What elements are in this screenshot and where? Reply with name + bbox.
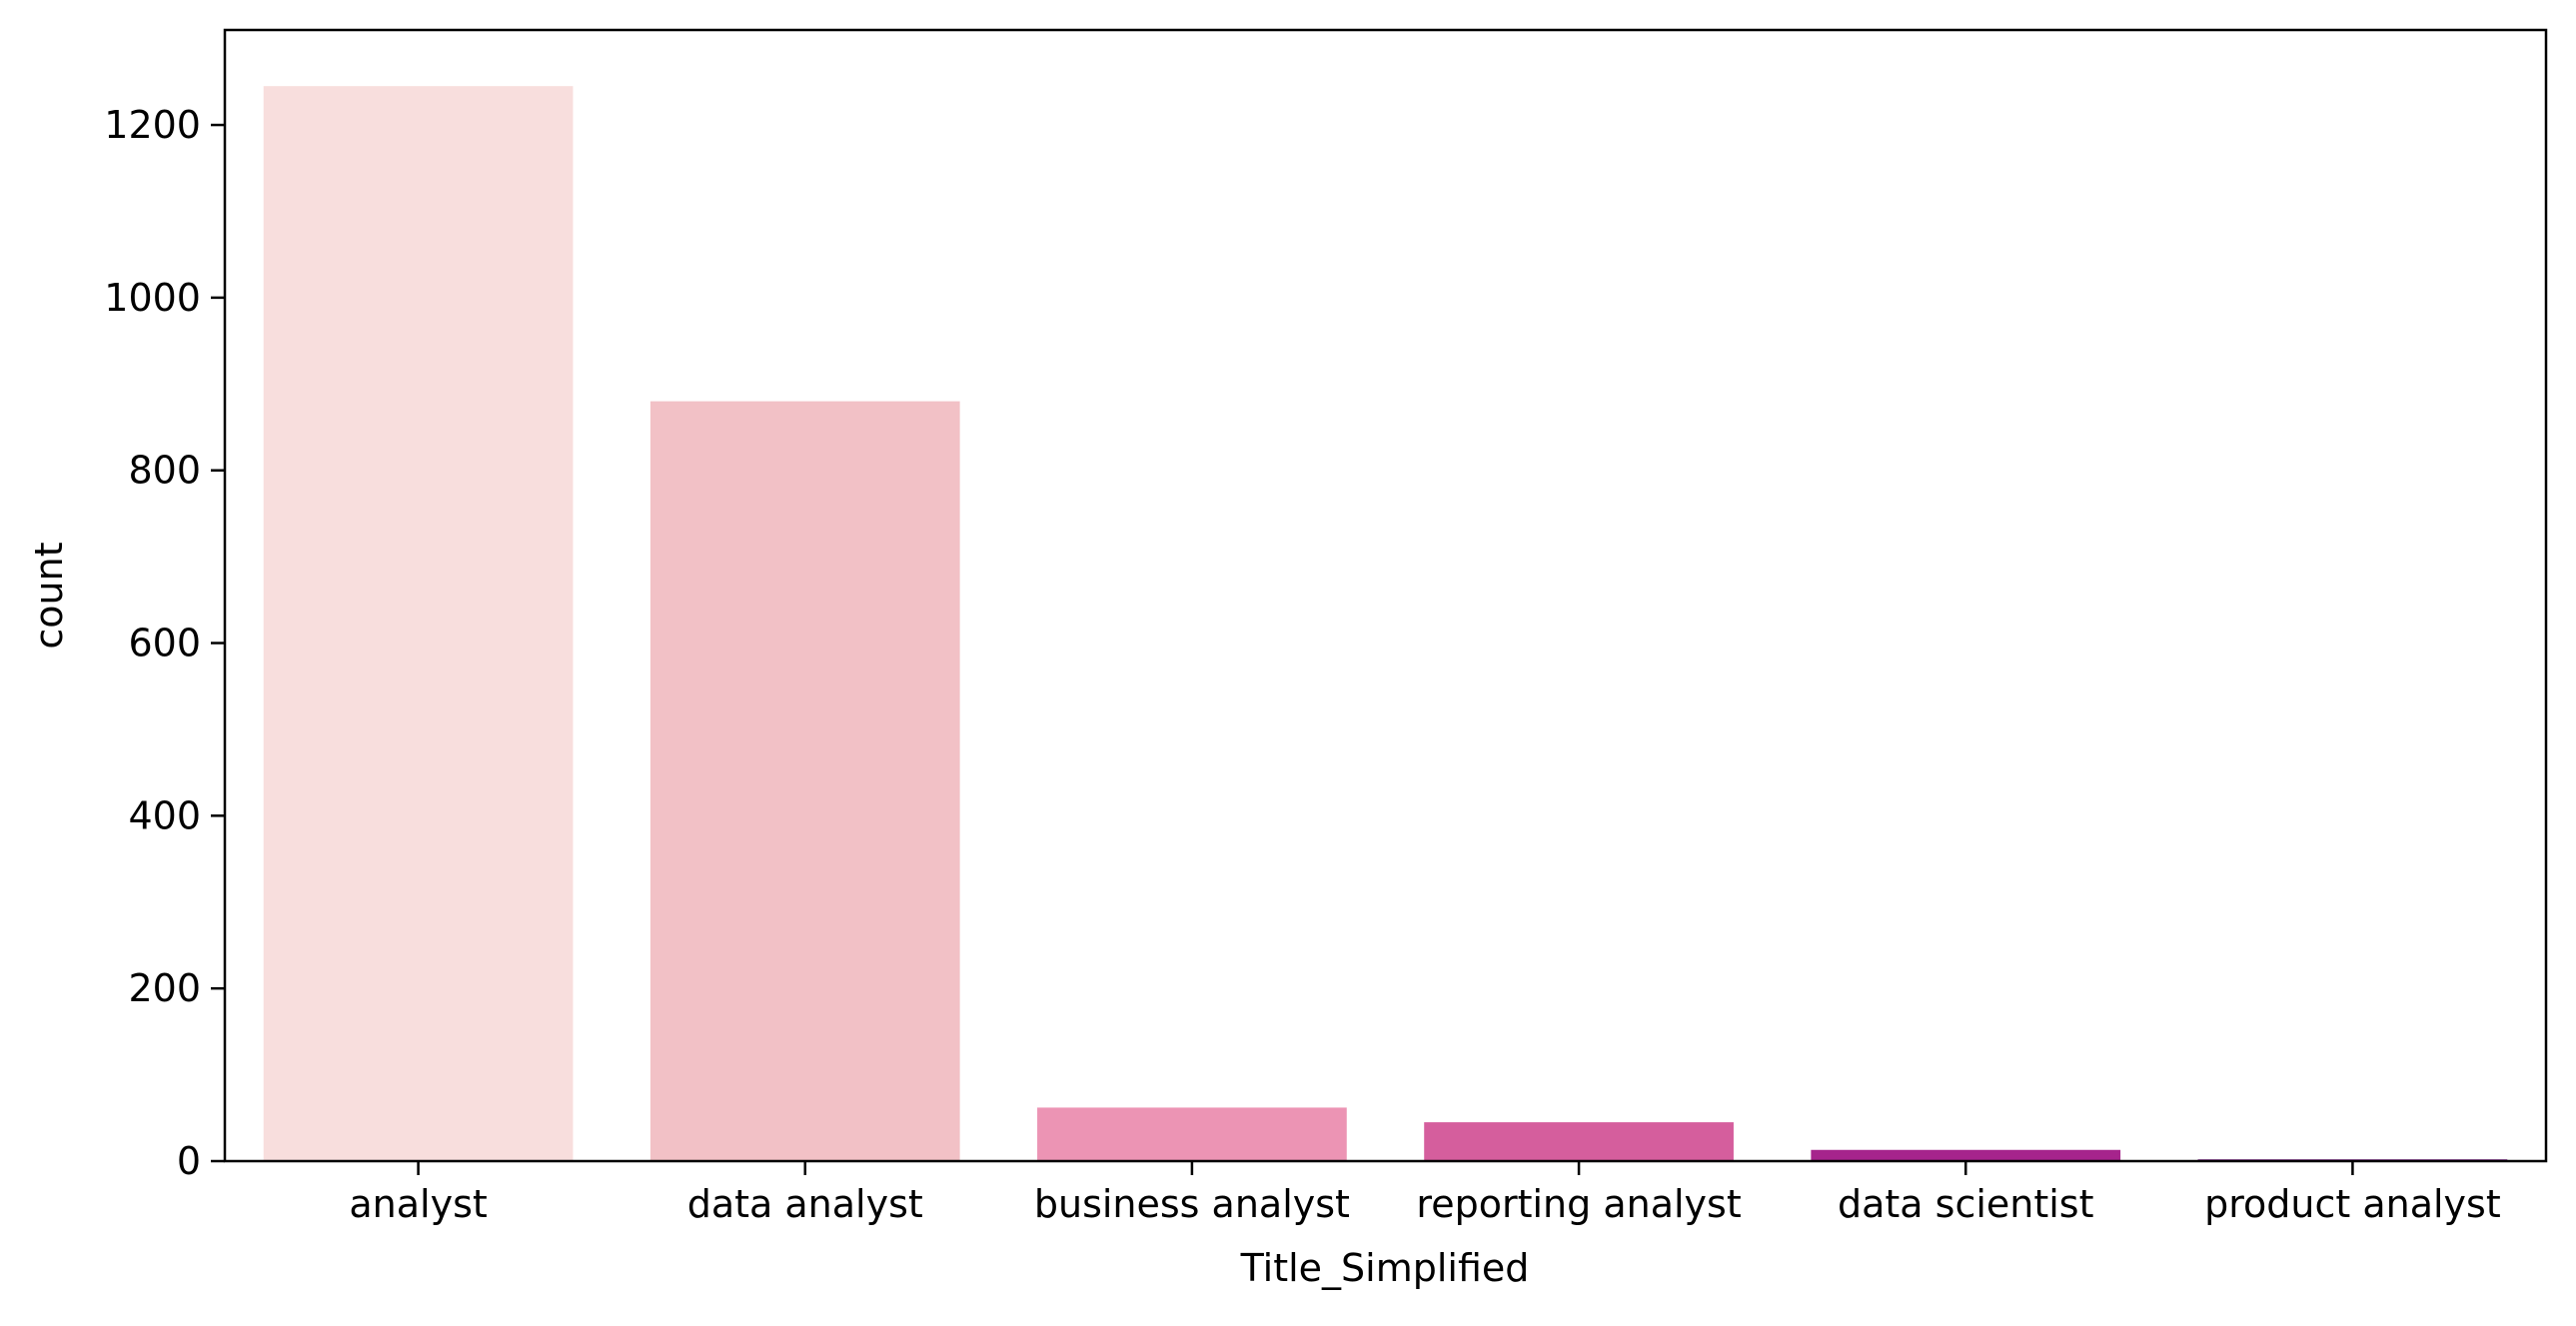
- bar: [649, 401, 960, 1161]
- bar: [263, 86, 574, 1161]
- y-axis-label: count: [27, 542, 71, 649]
- bar: [1037, 1107, 1347, 1161]
- y-tick-label: 200: [128, 966, 201, 1010]
- axes-frame: [223, 28, 2548, 1163]
- x-axis: analyst data analyst business analyst repor…: [349, 1161, 2501, 1226]
- y-axis: 0 200 400 600 800 1000 1200: [104, 103, 225, 1183]
- x-tick-label: analyst: [349, 1182, 487, 1226]
- y-tick-label: 800: [128, 449, 201, 493]
- bars-group: [263, 86, 2508, 1161]
- x-tick-label: data analyst: [687, 1182, 923, 1226]
- y-tick-label: 1200: [104, 103, 201, 147]
- y-tick-label: 400: [128, 793, 201, 837]
- bar: [1424, 1122, 1734, 1161]
- x-tick-label: reporting analyst: [1416, 1182, 1741, 1226]
- y-tick-label: 1000: [104, 276, 201, 320]
- x-axis-label: Title_Simplified: [1240, 1246, 1530, 1290]
- x-tick-label: product analyst: [2204, 1182, 2501, 1226]
- x-tick-label: data scientist: [1838, 1182, 2094, 1226]
- y-tick-label: 0: [177, 1139, 201, 1183]
- bar: [1811, 1149, 2121, 1161]
- y-tick-label: 600: [128, 622, 201, 665]
- x-tick-label: business analyst: [1034, 1182, 1350, 1226]
